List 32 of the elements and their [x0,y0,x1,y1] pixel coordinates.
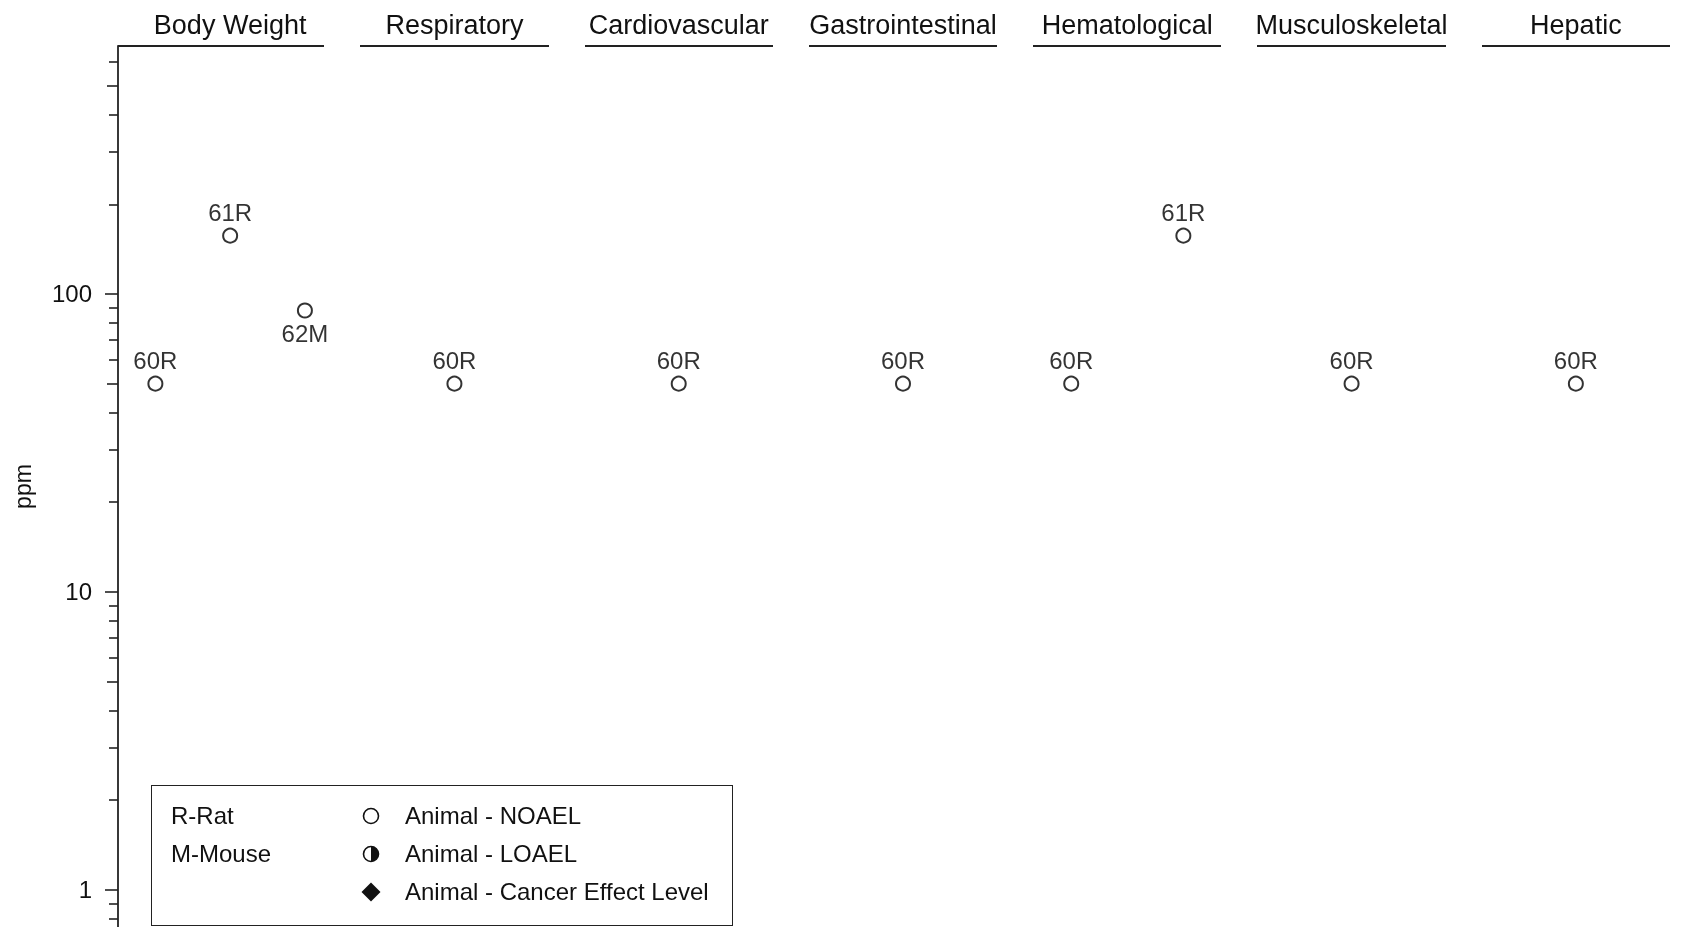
series-label: 61R [1161,199,1206,227]
annotation: M-Mouse [171,840,272,868]
text: 60R [432,347,477,375]
annotation: Animal - Cancer Effect Level [405,878,709,906]
text: 61R [208,199,253,227]
text: 60R [133,347,178,375]
x-tick-label: Gastrointestinal [809,9,997,40]
annotation: Animal - NOAEL [405,802,582,830]
annotation: Animal - LOAEL [405,840,578,868]
point [222,227,239,244]
text: 60R [656,347,701,375]
text: 60R [880,347,926,375]
y-tick-label: 1 [78,876,92,904]
text: 60R [1049,347,1094,375]
point [670,375,687,392]
x-tick-label: Respiratory [385,9,524,40]
x-tick-label: Musculoskeletal [1255,9,1448,40]
y-tick-label: 100 [51,280,92,308]
x-tick-label: Cardiovascular [588,9,769,40]
y-axis-title: ppm [9,464,36,509]
x-tick-label: Hepatic [1530,9,1622,40]
series-label: 62M [281,320,329,348]
y-tick-label: 10 [65,578,92,606]
text: 60R [1329,347,1374,375]
annotation: R-Rat [171,802,234,830]
x-tick-label: Hematological [1041,9,1213,40]
point [895,375,911,392]
point [1567,375,1584,392]
point [1343,375,1360,392]
point [446,375,463,392]
series-label: 60R [1553,347,1598,375]
x-tick-label: Body Weight [153,9,307,40]
